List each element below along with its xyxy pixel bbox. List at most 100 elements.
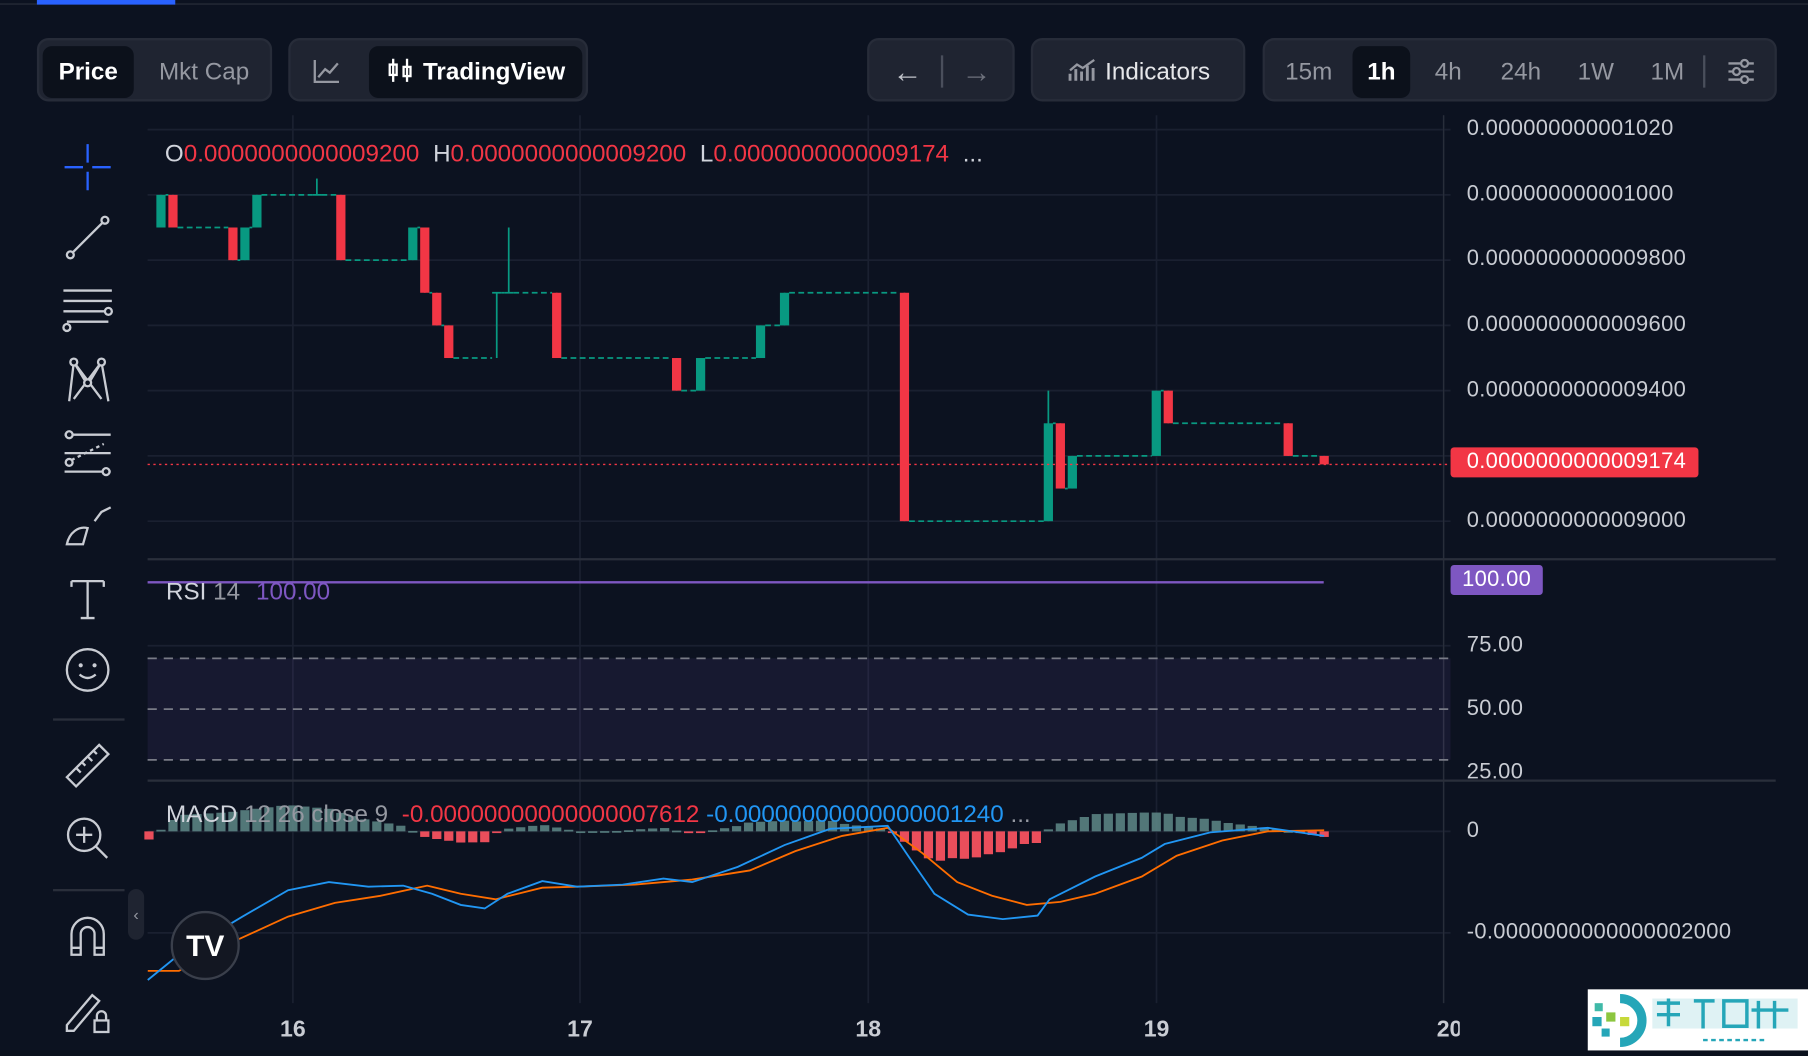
macd-histogram-bar <box>1259 827 1269 832</box>
macd-histogram-bar <box>204 813 214 832</box>
macd-line <box>147 824 1325 981</box>
active-tab-indicator <box>36 0 176 5</box>
time-tick: 18 <box>855 1016 882 1043</box>
macd-histogram-bar <box>420 831 430 837</box>
macd-histogram-bar <box>1187 817 1197 832</box>
indicators-button[interactable]: Indicators <box>1030 38 1246 102</box>
timeframe-divider <box>1703 55 1706 88</box>
timeframe-4h[interactable]: 4h <box>1434 58 1462 86</box>
price-tick: 0.0000000000009800 <box>1466 246 1687 271</box>
macd-histogram-bar <box>899 831 910 842</box>
macd-histogram-bar <box>672 830 682 833</box>
rsi-value-badge: 100.00 <box>1450 564 1543 595</box>
macd-histogram-bar <box>731 826 742 832</box>
macd-histogram-bar <box>636 829 646 832</box>
qfsp-logo-icon <box>1592 993 1798 1047</box>
rsi-name: RSI <box>166 578 207 606</box>
trendline-tool[interactable] <box>60 210 115 265</box>
candle-body <box>336 194 346 261</box>
lock-drawings-tool[interactable] <box>60 984 115 1039</box>
candle-body <box>444 325 454 359</box>
tradingview-logo[interactable]: TV <box>170 910 240 981</box>
timeframe-1w[interactable]: 1W <box>1577 58 1614 86</box>
macd-histogram-bar <box>911 831 922 851</box>
emoji-tool[interactable] <box>60 642 115 697</box>
macd-histogram-bar <box>1211 820 1221 832</box>
collapse-toolbar-button[interactable]: ‹ <box>127 889 145 940</box>
macd-histogram-bar <box>683 831 694 834</box>
macd-histogram-bar <box>767 821 778 832</box>
candle-body <box>228 227 238 261</box>
macd-histogram-bar <box>1043 829 1053 832</box>
pattern-tool[interactable] <box>60 353 115 408</box>
timeframe-15m[interactable]: 15m <box>1285 58 1333 86</box>
rsi-legend: RSI 14 100.00 <box>166 579 330 607</box>
tradingview-label: TradingView <box>422 58 566 86</box>
price-tick: 0.0000000000009600 <box>1466 312 1687 337</box>
macd-histogram-bar <box>1163 813 1173 832</box>
macd-histogram-bar <box>168 819 178 832</box>
price-button[interactable]: Price <box>42 46 134 99</box>
macd-histogram-bar <box>540 825 550 832</box>
forward-button[interactable]: → <box>948 46 1006 98</box>
timeframe-1m[interactable]: 1M <box>1650 58 1685 86</box>
price-tick: 0.000000000001000 <box>1466 182 1674 207</box>
macd-histogram-bar <box>624 830 634 832</box>
candle-body <box>779 292 790 326</box>
price-tick: 0.000000000001020 <box>1466 116 1674 141</box>
crosshair-tool[interactable] <box>60 140 115 195</box>
macd-value: -0.00000000000000007612 <box>401 801 700 828</box>
macd-histogram-bar <box>719 828 730 832</box>
text-tool[interactable] <box>60 570 115 625</box>
macd-histogram-bar <box>516 827 526 832</box>
candle-body <box>408 227 418 261</box>
macd-histogram-bar <box>695 831 706 834</box>
macd-histogram-bar <box>815 820 826 832</box>
macd-histogram-bar <box>1151 812 1161 832</box>
macd-histogram-bar <box>456 831 466 843</box>
brush-icon <box>65 506 112 546</box>
mktcap-button[interactable]: Mkt Cap <box>159 58 250 86</box>
zoom-tool[interactable] <box>60 811 115 866</box>
rsi-tick: 50.00 <box>1466 696 1524 721</box>
back-button[interactable]: ← <box>879 46 937 98</box>
macd-histogram-bar <box>1055 823 1065 832</box>
macd-histogram-bar <box>1091 814 1101 832</box>
arrow-right-icon: → <box>961 54 992 89</box>
line-chart-button[interactable] <box>297 46 355 98</box>
timeframe-group: 15m 1h 4h 24h 1W 1M <box>1262 38 1777 102</box>
fib-tool[interactable] <box>60 281 115 336</box>
tradingview-button[interactable]: TradingView <box>368 46 583 99</box>
macd-histogram-bar <box>923 831 934 859</box>
macd-histogram-bar <box>1067 820 1077 832</box>
measure-tool[interactable] <box>60 738 115 793</box>
timeframe-1h[interactable]: 1h <box>1352 46 1411 99</box>
candle-body <box>695 358 706 391</box>
macd-histogram-bar <box>144 831 154 840</box>
timeframe-24h[interactable]: 24h <box>1500 58 1542 86</box>
rsi-length: 14 <box>213 578 241 606</box>
macd-name: MACD <box>166 801 238 828</box>
chart-settings-button[interactable] <box>1715 46 1768 98</box>
macd-histogram-bar <box>1271 829 1281 832</box>
candle-body <box>1055 423 1065 489</box>
magnet-tool[interactable] <box>60 909 115 964</box>
macd-histogram-bar <box>192 814 202 832</box>
chevron-left-icon: ‹ <box>133 905 139 924</box>
macd-histogram-bar <box>1175 816 1185 832</box>
macd-more[interactable]: ... <box>1010 801 1031 828</box>
macd-histogram-bar <box>360 819 370 832</box>
macd-histogram-bar <box>1007 831 1017 849</box>
navigation-group: ← → <box>867 38 1015 102</box>
macd-histogram-bar <box>300 806 310 832</box>
macd-histogram-bar <box>1319 831 1329 837</box>
macd-histogram-bar <box>779 820 790 832</box>
forecast-tool[interactable] <box>60 425 115 480</box>
brush-tool[interactable] <box>60 498 115 553</box>
macd-histogram-bar <box>863 826 874 832</box>
high-label: H <box>433 140 451 168</box>
zoom-in-icon <box>66 817 109 859</box>
more-values[interactable]: ... <box>962 140 983 168</box>
